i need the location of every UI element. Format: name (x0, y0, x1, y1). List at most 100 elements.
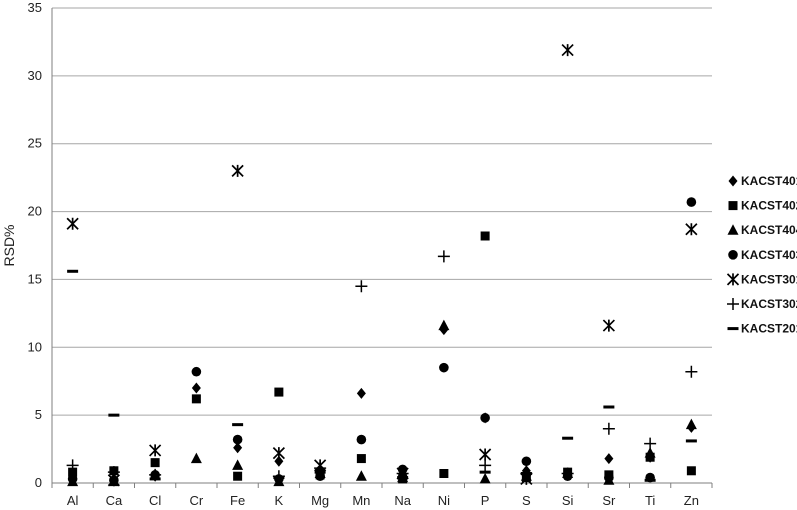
legend-marker (727, 298, 739, 310)
legend-label: KACST201 (741, 322, 797, 336)
series-KACST201 (67, 269, 697, 482)
legend-marker (728, 175, 738, 187)
data-point (356, 434, 367, 445)
series-KACST401 (68, 324, 696, 485)
data-points (66, 43, 698, 487)
y-tick-label: 15 (28, 271, 42, 286)
series-KACST403 (67, 197, 697, 486)
data-point (644, 447, 656, 458)
data-point (68, 467, 78, 477)
data-point (66, 217, 79, 230)
data-point (685, 365, 698, 378)
data-point (438, 319, 450, 331)
data-point (232, 434, 243, 445)
gridlines (52, 7, 712, 416)
y-tick-labels: 0 5 10 15 20 25 30 35 (28, 0, 42, 490)
data-point (273, 476, 285, 480)
data-point (67, 474, 78, 484)
data-point (231, 164, 244, 177)
data-point (107, 466, 120, 479)
legend-label: KACST403 (741, 248, 797, 262)
x-tick-label: Sr (602, 493, 616, 508)
data-point (356, 454, 366, 464)
data-point (479, 472, 491, 484)
x-tick-label: S (522, 493, 531, 508)
x-tick-labels: Al Ca Cl Cr Fe K Mg Mn Na Ni P S Si Sr Ti Zn (67, 493, 699, 508)
legend-item: KACST201 (727, 322, 797, 336)
data-point (397, 476, 409, 480)
data-point (274, 455, 284, 467)
legend-label: KACST301 (741, 272, 797, 286)
legend-item: KACST401 (728, 174, 797, 188)
data-point (437, 250, 450, 263)
data-point (190, 452, 202, 464)
data-point (561, 43, 574, 57)
data-point (603, 405, 615, 409)
data-point (233, 471, 243, 481)
x-tick-label: Al (67, 493, 79, 508)
data-point (66, 459, 79, 472)
data-point (602, 422, 615, 435)
y-tick-label: 30 (28, 68, 42, 83)
data-point (480, 413, 490, 423)
x-tick-label: Cl (149, 493, 161, 508)
x-tick-label: Si (562, 493, 574, 508)
legend-marker (728, 250, 738, 260)
series-KACST302 (66, 250, 698, 483)
legend: KACST401 KACST402 KACST404 KACST403 KACST301… (726, 174, 797, 336)
data-point (521, 456, 532, 467)
x-tick-label: K (275, 493, 284, 508)
data-point (108, 413, 120, 417)
legend-item: KACST302 (727, 297, 797, 311)
data-point (686, 466, 696, 476)
data-point (479, 459, 492, 472)
x-tick-label: Ca (106, 493, 123, 508)
x-tick-label: Ni (438, 493, 450, 508)
data-point (439, 362, 449, 373)
x-tick-label: Zn (684, 493, 699, 508)
legend-marker (728, 201, 738, 211)
data-point (232, 423, 244, 427)
data-point (685, 223, 698, 236)
data-point (150, 458, 160, 468)
data-point (356, 387, 366, 399)
legend-item: KACST402 (728, 199, 797, 213)
data-point (480, 231, 490, 241)
data-point (479, 448, 492, 461)
data-point (644, 478, 656, 482)
y-tick-label: 25 (28, 136, 42, 151)
x-tick-label: Na (394, 493, 411, 508)
data-point (439, 469, 449, 478)
x-tick-label: Mg (311, 493, 329, 508)
data-point (233, 442, 243, 454)
data-point (314, 470, 326, 474)
series-KACST301 (66, 43, 698, 487)
legend-marker (727, 327, 739, 331)
data-point (191, 382, 201, 394)
data-point (149, 477, 161, 481)
legend-marker (726, 273, 740, 286)
data-point (355, 280, 368, 293)
data-point (272, 447, 285, 460)
y-tick-label: 10 (28, 339, 42, 354)
series-KACST404 (67, 319, 697, 487)
legend-label: KACST401 (741, 174, 797, 188)
data-point (685, 439, 697, 443)
y-axis-label: RSD% (1, 224, 17, 266)
data-point (604, 453, 614, 465)
legend-label: KACST302 (741, 297, 797, 311)
data-point (602, 319, 615, 332)
legend-item: KACST301 (726, 272, 797, 286)
legend-item: KACST404 (727, 223, 797, 237)
data-point (604, 472, 614, 483)
x-tick-label: Cr (190, 493, 204, 508)
legend-label: KACST404 (741, 223, 797, 237)
y-tick-label: 0 (35, 475, 42, 490)
x-tick-label: Fe (230, 493, 245, 508)
y-tick-label: 35 (28, 0, 42, 15)
y-tick-label: 5 (35, 407, 42, 422)
data-point (315, 471, 325, 482)
data-point (520, 472, 532, 475)
data-point (561, 467, 574, 480)
